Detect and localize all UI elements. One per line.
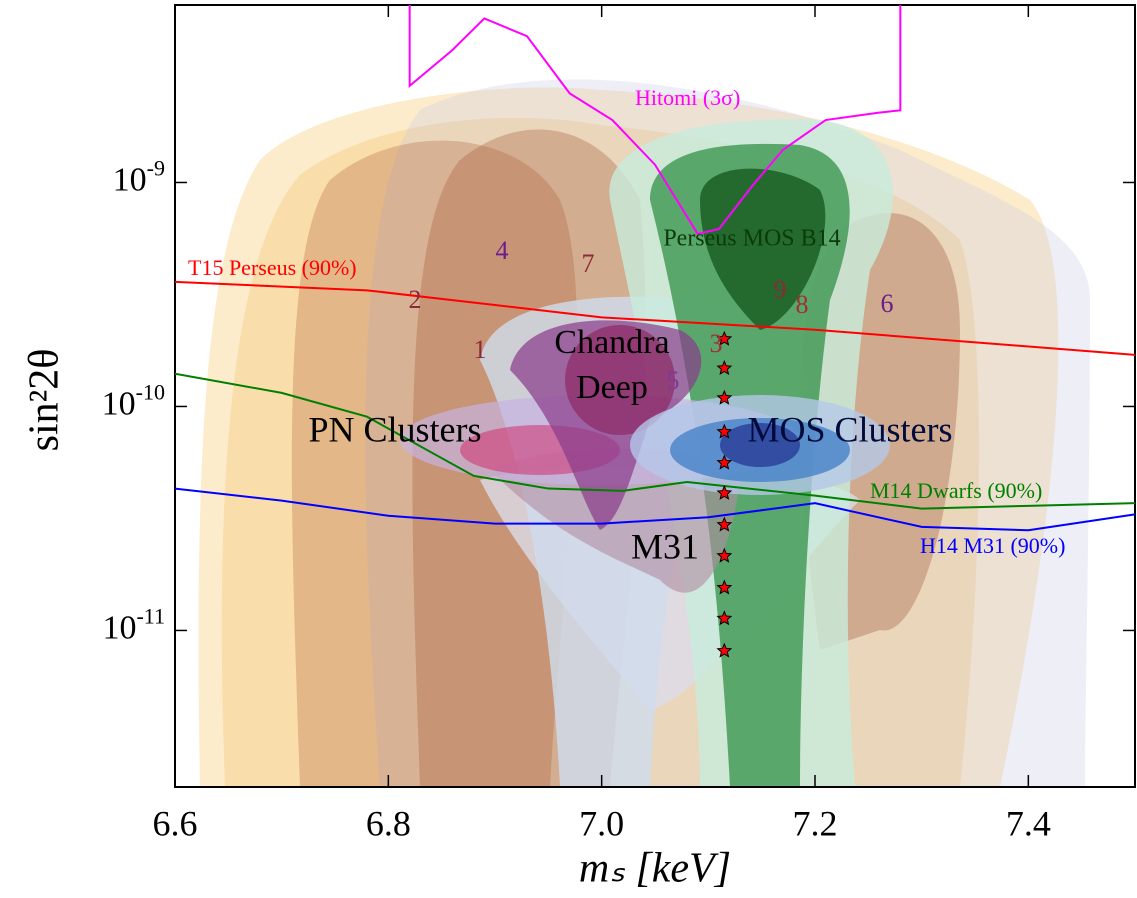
star-point: [716, 642, 733, 658]
y-tick-label: 10-10: [102, 380, 165, 423]
star-point: [716, 389, 733, 405]
annotation: MOS Clusters: [747, 409, 952, 449]
data-layer: [175, 5, 1135, 532]
annotation: 2: [409, 285, 422, 314]
annotation: 3: [710, 329, 723, 358]
x-axis-label: mₛ [keV]: [579, 846, 731, 892]
annotation: 6: [881, 289, 894, 318]
star-point: [716, 423, 733, 439]
star-point: [716, 484, 733, 500]
annotation: M31: [631, 526, 699, 566]
star-point: [716, 330, 733, 346]
series-label: M14 Dwarfs (90%): [870, 478, 1042, 503]
star-point: [716, 579, 733, 595]
star-point: [716, 360, 733, 376]
annotation: Deep: [576, 369, 648, 406]
series-label: Hitomi (3σ): [635, 85, 740, 110]
x-tick-label: 7.2: [793, 803, 838, 843]
plot-frame: [174, 4, 1136, 788]
annotation: PN Clusters: [308, 409, 481, 449]
x-tick-label: 7.0: [579, 803, 624, 843]
series-line: [175, 372, 1135, 510]
contour-regions: [198, 79, 1090, 787]
x-tick-label: 6.6: [153, 803, 198, 843]
annotation: 9: [774, 275, 787, 304]
star-point: [716, 547, 733, 563]
star-point: [716, 610, 733, 626]
annotation: Chandra: [554, 324, 669, 361]
annotation: 4: [496, 236, 509, 265]
star-point: [716, 516, 733, 532]
annotation: Perseus MOS B14: [663, 226, 840, 252]
series-line: [408, 5, 902, 235]
x-tick-label: 7.4: [1006, 803, 1051, 843]
star-point: [716, 454, 733, 470]
annotation: 8: [796, 290, 809, 319]
series-label: T15 Perseus (90%): [188, 255, 357, 280]
annotation: 5: [667, 366, 680, 395]
series-line: [175, 487, 1135, 532]
annotation: 1: [474, 335, 487, 364]
y-tick-label: 10-9: [113, 156, 165, 199]
series-line: [175, 280, 1135, 356]
y-axis-label: sin²2θ: [22, 349, 68, 452]
annotation: 7: [582, 249, 595, 278]
x-tick-label: 6.8: [366, 803, 411, 843]
y-tick-label: 10-11: [102, 603, 165, 646]
series-label: H14 M31 (90%): [920, 533, 1065, 558]
